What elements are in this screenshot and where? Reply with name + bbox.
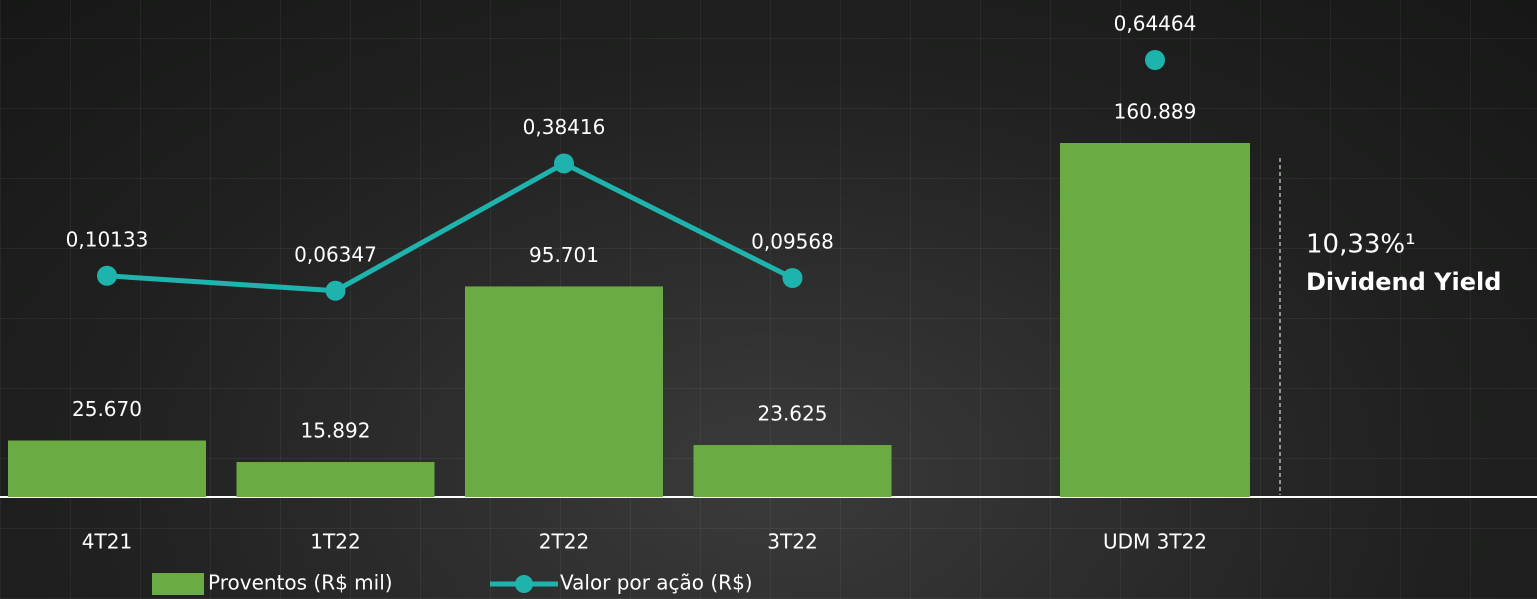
line-value-label: 0,38416: [523, 115, 606, 139]
legend-label: Proventos (R$ mil): [208, 571, 393, 595]
legend-label: Valor por ação (R$): [560, 571, 753, 595]
line-value-label: 0,09568: [751, 230, 834, 254]
bar: [1060, 143, 1250, 497]
line-segment: [107, 276, 336, 291]
x-tick-label: 2T22: [539, 530, 589, 554]
bar-value-label: 95.701: [529, 243, 599, 267]
legend-swatch: [152, 573, 204, 595]
chart: 10,33%¹ Dividend Yield 4T21 1T22 2T22 3T22 U…: [0, 0, 1537, 599]
bar: [694, 445, 892, 497]
bar: [465, 286, 663, 497]
line-segment: [336, 163, 565, 290]
line-point: [1145, 50, 1165, 70]
bar: [237, 462, 435, 497]
bar-value-label: 160.889: [1114, 100, 1197, 124]
page: {"chart_data": {"type": "bar", "categori…: [0, 0, 1537, 599]
x-tick-label: 3T22: [767, 530, 817, 554]
line-point: [326, 281, 346, 301]
legend-swatch-dot: [515, 575, 533, 593]
line-point: [97, 266, 117, 286]
bar-value-label: 25.670: [72, 397, 142, 421]
line-point: [783, 268, 803, 288]
bar: [8, 441, 206, 497]
x-tick-label: UDM 3T22: [1103, 530, 1207, 554]
annotation: 10,33%¹: [1306, 230, 1416, 260]
bar-value-label: 15.892: [301, 419, 371, 443]
annotation-subtitle: Dividend Yield: [1306, 268, 1501, 296]
bar-value-label: 23.625: [758, 402, 828, 426]
line-value-label: 0,10133: [66, 227, 149, 251]
line-value-label: 0,06347: [294, 242, 377, 266]
line-point: [554, 153, 574, 173]
line-value-label: 0,64464: [1114, 12, 1197, 36]
x-tick-label: 1T22: [310, 530, 360, 554]
x-tick-label: 4T21: [82, 530, 132, 554]
